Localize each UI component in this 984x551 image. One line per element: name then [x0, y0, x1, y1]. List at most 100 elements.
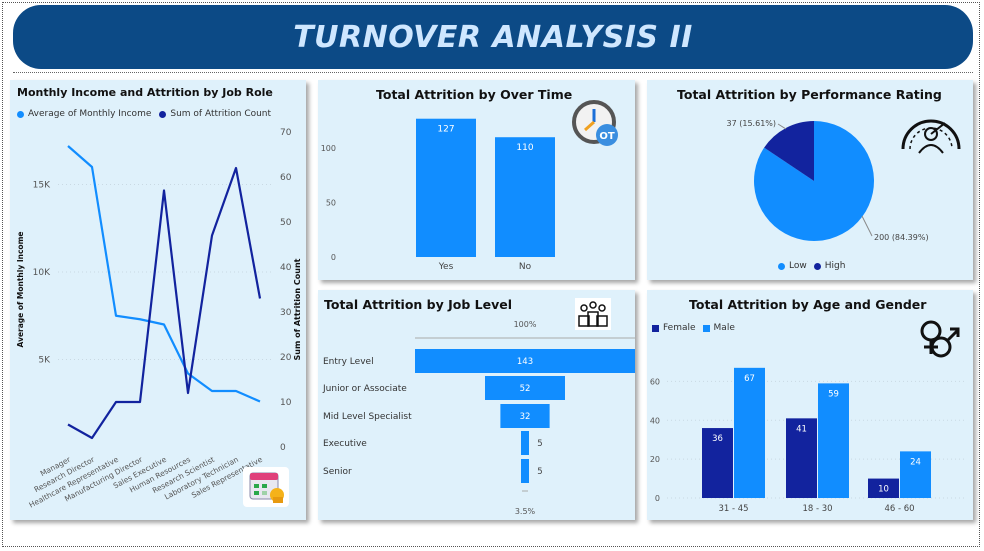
y2-tick-label: 0 [280, 443, 286, 453]
bar-value-label: 59 [828, 389, 839, 399]
gender-icon [915, 316, 963, 362]
y2-tick-label: 50 [280, 218, 292, 228]
job-level-title: Total Attrition by Job Level [324, 297, 513, 312]
job-level-chart[interactable]: 100% 143 Entry Level 52 Junior or Associate 3… [318, 290, 635, 520]
legend-low-label: Low [789, 261, 807, 271]
calendar-icon [243, 467, 289, 507]
bar-value-label: 110 [516, 143, 533, 153]
funnel-top-percent: 100% [514, 320, 537, 329]
y-tick-label: 50 [326, 199, 336, 208]
divider [13, 72, 973, 73]
y-tick-label: 20 [650, 455, 660, 464]
funnel-category-label: Junior or Associate [322, 384, 407, 394]
y-tick-label: 10K [33, 268, 51, 278]
legend-attrition-dot [159, 110, 167, 118]
funnel-value-label: 32 [520, 412, 531, 422]
bar-value-label: 127 [437, 125, 454, 135]
y2-tick-label: 40 [280, 263, 292, 273]
y-tick-label: 60 [650, 377, 660, 386]
y2-tick-label: 30 [280, 308, 292, 318]
funnel-bar [500, 404, 550, 428]
performance-title: Total Attrition by Performance Rating [677, 87, 942, 102]
legend-income-dot [17, 110, 24, 118]
legend-high-dot [813, 262, 821, 270]
pie-leader-line [861, 215, 873, 237]
bar-value-label: 67 [744, 374, 755, 384]
funnel-bottom-percent: 3.5% [515, 507, 536, 516]
x-tick-label: Yes [438, 262, 454, 272]
funnel-category-label: Mid Level Specialist [323, 412, 412, 422]
over-time-bar [495, 137, 555, 257]
bar-value-label: 24 [910, 457, 921, 467]
job-role-title: Monthly Income and Attrition by Job Role [17, 86, 273, 99]
y-tick-label: 0 [655, 494, 660, 503]
age-gender-title: Total Attrition by Age and Gender [689, 297, 927, 312]
funnel-value-label: 52 [520, 384, 531, 394]
funnel-bar [485, 376, 565, 400]
x-tick-label: 46 - 60 [884, 504, 914, 514]
legend-high-label: High [824, 261, 846, 271]
panel-job-role[interactable]: Monthly Income and Attrition by Job Role… [10, 80, 306, 520]
y-axis-title: Average of Monthly Income [16, 232, 25, 348]
funnel-category-label: Executive [323, 439, 367, 449]
y-tick-label: 0 [331, 253, 336, 262]
legend-low-dot [778, 262, 785, 270]
y-tick-label: 5K [38, 356, 51, 366]
pie-data-label: 200 (84.39%) [874, 233, 929, 242]
legend-male-swatch [702, 324, 710, 332]
male-bar [818, 383, 849, 498]
y2-tick-label: 20 [280, 353, 292, 363]
age-gender-chart[interactable]: 0 20 40 60 36 67 31 - 45 41 59 18 - 30 10 24 46 - 60 [647, 290, 973, 520]
x-tick-label: No [519, 262, 532, 272]
male-bar [900, 451, 931, 498]
y2-axis-title: Sum of Attrition Count [293, 258, 302, 360]
y-tick-label: 40 [650, 416, 660, 425]
over-time-bar [416, 118, 476, 257]
funnel-value-label: 143 [517, 357, 533, 367]
bar-value-label: 36 [712, 434, 723, 444]
panel-performance[interactable]: Total Attrition by Performance Rating 20… [647, 80, 973, 280]
legend-male-label: Male [713, 323, 735, 333]
female-bar [702, 428, 733, 498]
funnel-bar [521, 459, 529, 483]
funnel-value-label: 5 [537, 439, 542, 449]
clock-ot-icon: OT [570, 97, 622, 149]
x-tick-label: 31 - 45 [718, 504, 748, 514]
pie-slice-high [764, 121, 814, 181]
legend-female-label: Female [663, 323, 696, 333]
income-series-line [67, 145, 261, 403]
panel-age-gender[interactable]: Total Attrition by Age and Gender Female… [647, 290, 973, 520]
svg-text:OT: OT [599, 131, 615, 142]
male-bar [734, 367, 765, 498]
over-time-chart[interactable]: 0 50 100 127 Yes 110 No [318, 80, 635, 280]
age-gender-legend[interactable]: Female Male [652, 323, 735, 333]
funnel-bar [521, 431, 529, 455]
y-tick-label: 100 [321, 144, 336, 153]
team-podium-icon [575, 298, 611, 330]
dashboard-title: TURNOVER ANALYSIS II [293, 19, 693, 55]
performance-chart[interactable]: 200 (84.39%) 37 (15.61%) [647, 80, 973, 280]
funnel-bar [415, 349, 635, 373]
panel-job-level[interactable]: Total Attrition by Job Level 100% 143 Entr… [318, 290, 635, 520]
y2-tick-label: 70 [280, 128, 292, 138]
title-banner: TURNOVER ANALYSIS II [13, 5, 973, 69]
pie-leader-line [777, 123, 787, 130]
legend-income-label: Average of Monthly Income [28, 109, 152, 119]
funnel-value-label: 5 [537, 467, 542, 477]
attrition-series-line [67, 166, 262, 440]
y2-tick-label: 60 [280, 173, 292, 183]
job-role-legend[interactable]: Average of Monthly Income Sum of Attriti… [17, 109, 271, 119]
over-time-title: Total Attrition by Over Time [376, 87, 573, 102]
panel-over-time[interactable]: Total Attrition by Over Time 0 50 100 127 Ye… [318, 80, 635, 280]
job-role-chart[interactable]: 5K 10K 15K 0 10 20 30 40 50 60 70 Average of Monthl… [10, 80, 306, 520]
female-bar [868, 478, 899, 498]
legend-female-swatch [652, 324, 659, 332]
gauge-person-icon [897, 107, 965, 157]
y2-tick-label: 10 [280, 398, 292, 408]
pie-data-label: 37 (15.61%) [727, 119, 776, 128]
x-tick-label: 18 - 30 [802, 504, 832, 514]
performance-legend[interactable]: Low High [778, 261, 845, 271]
funnel-category-label: Senior [323, 467, 352, 477]
female-bar [786, 418, 817, 498]
